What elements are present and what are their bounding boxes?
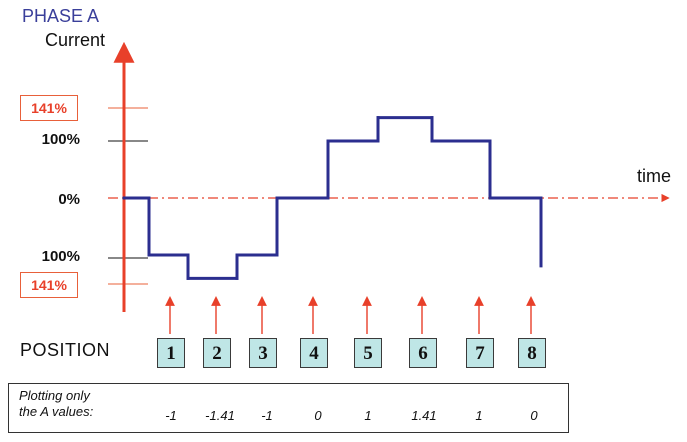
position-box-2: 2 — [203, 338, 231, 368]
position-box-5: 5 — [354, 338, 382, 368]
position-box-4: 4 — [300, 338, 328, 368]
level-zero: 0% — [58, 191, 80, 208]
position-box-6: 6 — [409, 338, 437, 368]
value-4: 0 — [314, 408, 322, 423]
position-arrows — [165, 296, 536, 334]
position-box-3: 3 — [249, 338, 277, 368]
value-7: 1 — [475, 408, 483, 423]
level-minus-100: 100% — [41, 248, 80, 265]
position-label: POSITION — [20, 340, 111, 360]
value-1: -1 — [165, 408, 177, 423]
level-plus-100: 100% — [41, 131, 80, 148]
value-2: -1.41 — [205, 408, 235, 423]
values-table: Plotting only the A values: -1 -1.41 -1 … — [8, 383, 569, 433]
values-caption-line-1: Plotting only — [19, 388, 90, 403]
level-minus-141-box: 141% — [20, 272, 78, 298]
value-5: 1 — [364, 408, 372, 423]
y-axis-label: Current — [45, 30, 106, 50]
values-caption: Plotting only the A values: — [19, 388, 93, 420]
x-axis-label: time — [637, 166, 672, 186]
waveform-group — [122, 116, 543, 280]
value-6: 1.41 — [411, 408, 437, 423]
position-box-8: 8 — [518, 338, 546, 368]
value-8: 0 — [530, 408, 538, 423]
position-box-1: 1 — [157, 338, 185, 368]
value-3: -1 — [261, 408, 273, 423]
values-caption-line-2: the A values: — [19, 404, 94, 419]
phase-title: PHASE A — [22, 6, 100, 26]
level-plus-141-box: 141% — [20, 95, 78, 121]
position-box-7: 7 — [466, 338, 494, 368]
